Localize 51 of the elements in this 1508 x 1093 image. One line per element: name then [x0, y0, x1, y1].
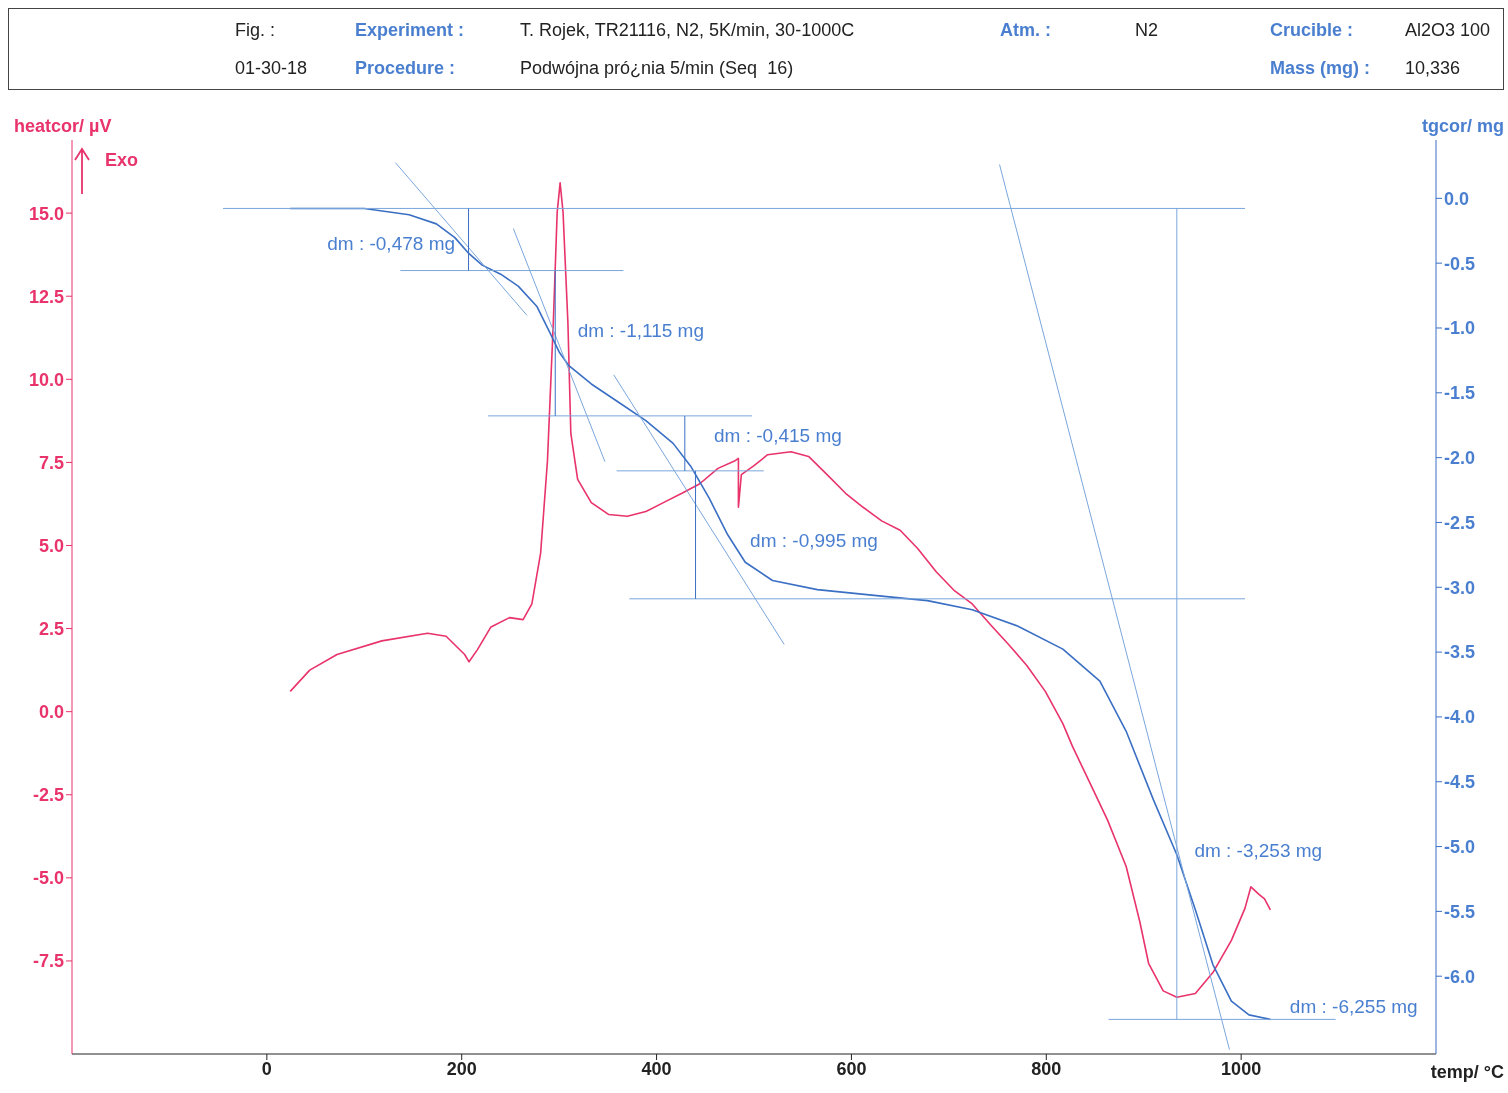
y2-tick-label: -4.5 — [1444, 772, 1476, 793]
text: Podwójna pró¿nia 5/min (Seq 16) — [520, 58, 794, 79]
y-axis-title: heatcor/ µV — [14, 116, 112, 137]
text: N2 — [1135, 20, 1159, 41]
y-tick-label: -7.5 — [32, 951, 64, 972]
x-axis-title: temp/ °C — [1430, 1062, 1504, 1083]
y-tick-label: 7.5 — [38, 452, 64, 473]
annotation: dm : -0,478 mg — [327, 233, 456, 256]
x-tick-label: 400 — [641, 1058, 672, 1079]
y-tick-label: -2.5 — [32, 785, 64, 806]
y-tick-label: 12.5 — [28, 286, 64, 307]
x-tick-label: 600 — [836, 1058, 867, 1079]
y-tick-label: 5.0 — [38, 535, 64, 556]
y2-tick-label: -3.5 — [1444, 642, 1476, 663]
y2-tick-label: -1.5 — [1444, 383, 1476, 404]
y2-tick-label: -0.5 — [1444, 253, 1476, 274]
y2-tick-label: -4.0 — [1444, 707, 1476, 728]
x-tick-label: 200 — [446, 1058, 477, 1079]
annotation: dm : -3,253 mg — [1194, 839, 1323, 862]
text: Atm. : — [1000, 20, 1051, 41]
y2-tick-label: -5.5 — [1444, 901, 1476, 922]
x-tick-label: 800 — [1031, 1058, 1062, 1079]
y2-tick-label: -1.0 — [1444, 318, 1476, 339]
text: Al2O3 100 — [1405, 20, 1491, 41]
y2-tick-label: -5.0 — [1444, 836, 1476, 857]
text: Procedure : — [355, 58, 456, 79]
x-tick-label: 1000 — [1221, 1058, 1262, 1079]
y-tick-label: 10.0 — [28, 369, 64, 390]
annotation: dm : -0,415 mg — [714, 425, 842, 448]
text: Fig. : — [235, 20, 276, 41]
annotation: dm : -6,255 mg — [1289, 996, 1418, 1019]
text: 10,336 — [1405, 58, 1461, 79]
text: Experiment : — [355, 20, 465, 41]
y2-tick-label: -3.0 — [1444, 577, 1476, 598]
y-tick-label: 2.5 — [38, 618, 64, 639]
y2-tick-label: -6.0 — [1444, 966, 1476, 987]
y-tick-label: 0.0 — [38, 702, 64, 723]
y2-axis-title: tgcor/ mg — [1421, 116, 1504, 137]
annotation: dm : -0,995 mg — [750, 530, 878, 553]
y2-tick-label: 0.0 — [1444, 188, 1470, 209]
y-tick-label: -5.0 — [32, 868, 64, 889]
text: T. Rojek, TR21116, N2, 5K/min, 30-1000C — [520, 20, 855, 41]
annotation: Exo — [105, 150, 139, 171]
y-tick-label: 15.0 — [28, 203, 64, 224]
text: Crucible : — [1270, 20, 1354, 41]
x-tick-label: 0 — [261, 1058, 272, 1079]
y2-tick-label: -2.5 — [1444, 512, 1476, 533]
annotation: dm : -1,115 mg — [577, 320, 705, 343]
text: 01-30-18 — [235, 58, 308, 79]
y2-tick-label: -2.0 — [1444, 448, 1476, 469]
text: Mass (mg) : — [1270, 58, 1371, 79]
